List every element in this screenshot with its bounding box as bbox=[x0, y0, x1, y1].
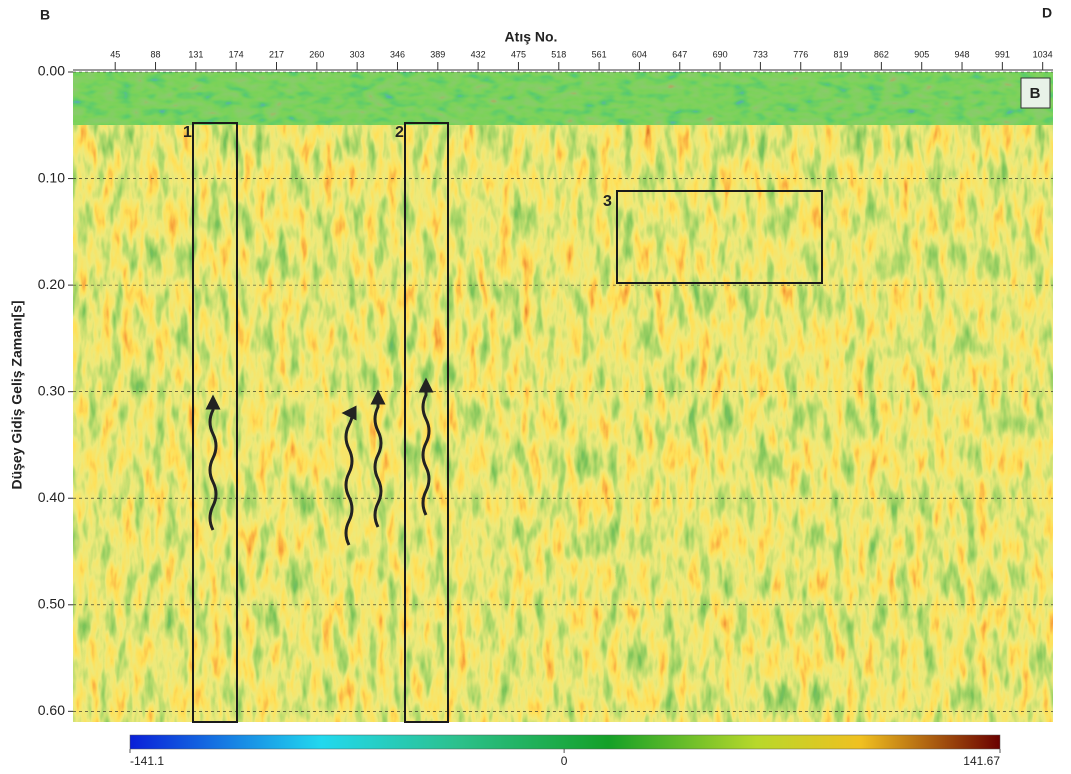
box bbox=[192, 122, 238, 723]
annotation: 2 bbox=[395, 124, 404, 141]
x-tick-label: 131 bbox=[188, 49, 203, 59]
x-tick-label: 905 bbox=[914, 49, 929, 59]
x-tick-label: 260 bbox=[309, 49, 324, 59]
x-tick-label: 948 bbox=[955, 49, 970, 59]
x-tick-label: 88 bbox=[151, 49, 161, 59]
colorbar-tick-label: 141.67 bbox=[963, 754, 1000, 768]
annotation: 3 bbox=[603, 193, 612, 210]
y-tick-label: 0.30 bbox=[38, 382, 65, 398]
x-tick-label: 733 bbox=[753, 49, 768, 59]
x-tick-label: 561 bbox=[592, 49, 607, 59]
arrows bbox=[205, 377, 434, 546]
seismic-image bbox=[73, 72, 1053, 722]
boxes bbox=[192, 122, 823, 723]
annotation: 1 bbox=[183, 124, 192, 141]
y-tick-label: 0.20 bbox=[38, 276, 65, 292]
y-tick-label: 0.50 bbox=[38, 595, 65, 611]
box bbox=[616, 190, 823, 284]
arrow bbox=[418, 377, 434, 516]
x-tick-label: 475 bbox=[511, 49, 526, 59]
x-tick-label: 518 bbox=[551, 49, 566, 59]
x-tick-label: 690 bbox=[713, 49, 728, 59]
arrow bbox=[370, 389, 386, 528]
x-tick-label: 776 bbox=[793, 49, 808, 59]
corner-label: D bbox=[1042, 5, 1052, 21]
colorbar-tick-label: -141.1 bbox=[130, 754, 164, 768]
x-tick-label: 1034 bbox=[1033, 49, 1053, 59]
box bbox=[404, 122, 449, 723]
corner-label: B bbox=[40, 7, 50, 23]
y-axis-title: Düşey Gidiş Geliş Zamanı[s] bbox=[9, 300, 25, 489]
y-tick-label: 0.60 bbox=[38, 702, 65, 718]
x-tick-label: 217 bbox=[269, 49, 284, 59]
x-tick-label: 303 bbox=[350, 49, 365, 59]
top-band bbox=[73, 72, 1053, 125]
y-tick-label: 0.10 bbox=[38, 169, 65, 185]
x-tick-label: 862 bbox=[874, 49, 889, 59]
x-tick-label: 45 bbox=[110, 49, 120, 59]
x-tick-label: 389 bbox=[430, 49, 445, 59]
arrow bbox=[341, 405, 357, 546]
x-tick-label: 174 bbox=[229, 49, 244, 59]
x-tick-label: 346 bbox=[390, 49, 405, 59]
x-tick-label: 432 bbox=[471, 49, 486, 59]
x-tick-label: 819 bbox=[834, 49, 849, 59]
label-box bbox=[1020, 77, 1051, 109]
y-tick-label: 0.40 bbox=[38, 489, 65, 505]
x-tick-label: 647 bbox=[672, 49, 687, 59]
colorbar-tick-label: 0 bbox=[561, 754, 568, 768]
arrow bbox=[205, 394, 221, 531]
x-axis-title: Atış No. bbox=[505, 29, 558, 45]
annotation: B bbox=[1030, 85, 1041, 102]
colorbar bbox=[129, 734, 1001, 750]
x-tick-label: 991 bbox=[995, 49, 1010, 59]
x-tick-label: 604 bbox=[632, 49, 647, 59]
y-tick-label: 0.00 bbox=[38, 63, 65, 79]
